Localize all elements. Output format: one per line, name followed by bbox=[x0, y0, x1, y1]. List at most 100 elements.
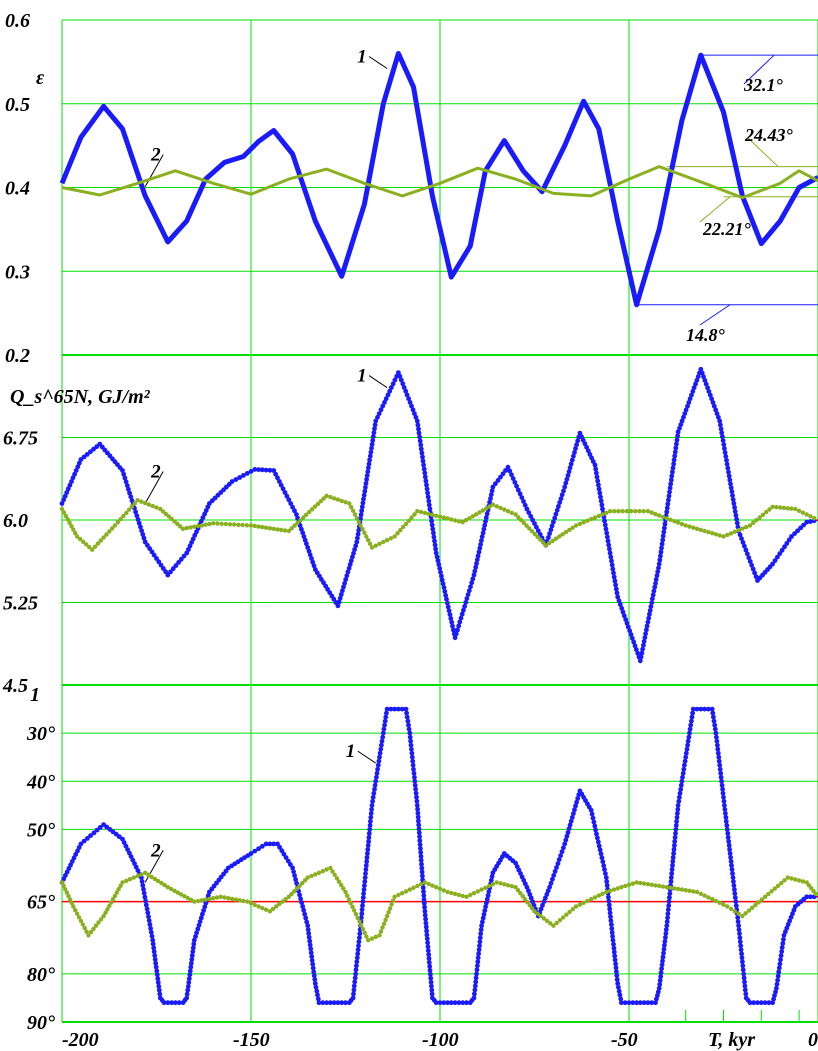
series-2-point bbox=[509, 884, 514, 889]
series-1-point bbox=[592, 462, 598, 468]
series-1-point bbox=[732, 887, 737, 892]
series-1-point bbox=[643, 631, 648, 637]
series-2-point bbox=[441, 888, 446, 893]
series-1-point bbox=[81, 838, 87, 844]
series-2-point bbox=[369, 545, 375, 550]
series-1-point bbox=[184, 995, 190, 1001]
series-1-point bbox=[411, 766, 416, 772]
series-1-point bbox=[346, 565, 352, 571]
series-2-point bbox=[73, 907, 78, 913]
series-2-point bbox=[437, 514, 443, 519]
annotation-leader bbox=[699, 196, 731, 223]
series-2-point bbox=[779, 880, 784, 886]
series-1-point bbox=[555, 861, 561, 866]
series-2-point bbox=[757, 515, 762, 520]
series-2-point bbox=[422, 510, 428, 516]
series-1-point bbox=[718, 774, 724, 780]
series-2-point bbox=[760, 512, 766, 517]
series-2-point bbox=[388, 536, 394, 541]
series-1-point bbox=[302, 537, 308, 543]
series-1-point bbox=[716, 758, 722, 764]
series-2-point bbox=[653, 883, 658, 888]
series-2-point bbox=[362, 930, 367, 935]
series-1-point bbox=[487, 499, 492, 505]
series-1-point bbox=[431, 534, 437, 540]
series-1-point bbox=[428, 971, 433, 977]
series-2-point bbox=[515, 888, 521, 893]
series-2-point bbox=[619, 885, 624, 890]
series-1-point bbox=[530, 899, 535, 904]
series-2-point bbox=[638, 880, 643, 886]
series-2-point bbox=[694, 526, 700, 531]
series-1-point bbox=[686, 734, 692, 740]
series-2-point bbox=[785, 875, 790, 880]
series-1-point bbox=[403, 388, 409, 394]
series-2-point bbox=[354, 516, 359, 521]
series-1-point bbox=[421, 466, 427, 472]
series-1-point bbox=[397, 373, 403, 379]
series-1-point bbox=[399, 706, 405, 712]
series-2-point bbox=[407, 887, 412, 892]
series-2-point bbox=[751, 520, 756, 525]
series-1-point bbox=[725, 831, 731, 836]
series-1-point bbox=[611, 945, 617, 951]
series-1-point bbox=[503, 468, 508, 473]
series-1-point bbox=[464, 1000, 469, 1006]
series-2-point bbox=[260, 524, 265, 530]
series-1-point bbox=[724, 461, 730, 467]
series-2-point bbox=[313, 872, 318, 877]
series-1-point bbox=[590, 815, 596, 821]
series-1-point bbox=[418, 846, 423, 851]
series-2-point bbox=[347, 501, 352, 506]
series-1-point bbox=[331, 1000, 337, 1006]
series-2-point bbox=[61, 883, 66, 888]
series-1-point bbox=[229, 479, 235, 484]
series-2-point bbox=[166, 514, 171, 519]
series-1-point bbox=[630, 1000, 636, 1006]
series-1-point bbox=[312, 981, 318, 986]
series-1-point bbox=[530, 517, 535, 523]
series-1-point bbox=[292, 508, 297, 514]
series-1-point bbox=[418, 854, 424, 859]
series-1-point bbox=[351, 991, 356, 997]
series-1-point bbox=[170, 566, 176, 572]
series-1-point bbox=[775, 973, 781, 979]
series-2-point bbox=[286, 894, 291, 899]
series-1-point bbox=[59, 501, 65, 506]
series-1-point bbox=[354, 955, 360, 961]
series-1-point bbox=[377, 754, 382, 760]
series-2-point bbox=[728, 531, 734, 536]
series-2-point bbox=[146, 872, 151, 877]
series-1-point bbox=[340, 588, 345, 594]
series-2-point bbox=[152, 876, 158, 882]
series-1-point bbox=[363, 863, 369, 868]
series-1-point bbox=[572, 450, 577, 455]
series-1-point bbox=[552, 515, 558, 521]
series-1-point bbox=[670, 469, 675, 475]
series-2-point bbox=[116, 886, 121, 892]
series-1-point bbox=[424, 486, 430, 492]
series-2-point bbox=[445, 889, 450, 895]
series-1-point bbox=[482, 908, 488, 913]
series-1-point bbox=[552, 869, 558, 874]
series-1-point bbox=[749, 562, 755, 568]
series-1-point bbox=[675, 433, 680, 439]
series-1-point bbox=[195, 926, 201, 932]
series-1-point bbox=[263, 841, 269, 847]
series-1-point bbox=[156, 987, 162, 993]
series-1-point bbox=[464, 596, 470, 601]
series-1-point bbox=[691, 385, 697, 391]
series-2-point bbox=[804, 512, 809, 517]
series-1-point bbox=[717, 766, 723, 772]
series-1-point bbox=[722, 446, 727, 451]
series-1-point bbox=[657, 557, 663, 563]
series-1-point bbox=[668, 477, 674, 483]
series-1-point bbox=[675, 429, 681, 435]
series-1-point bbox=[474, 561, 479, 566]
series-1-point bbox=[667, 485, 673, 491]
series-1-point bbox=[609, 930, 615, 935]
series-1-point bbox=[282, 490, 288, 495]
series-2-point bbox=[139, 872, 144, 877]
series-1-point bbox=[375, 414, 380, 420]
